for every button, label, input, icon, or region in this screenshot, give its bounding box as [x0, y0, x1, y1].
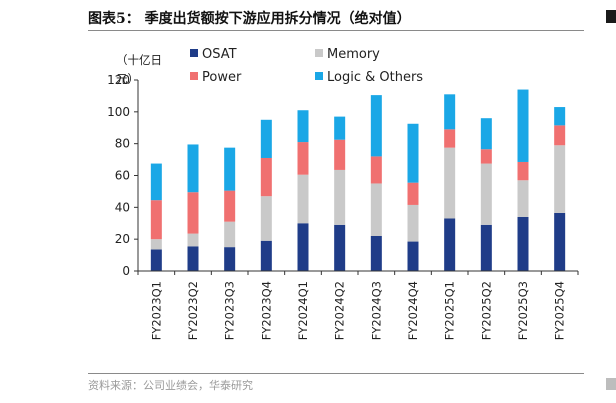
bar-segment-memory-fy2024q1 [297, 174, 309, 224]
bar-segment-logic-others-fy2025q1 [444, 94, 456, 130]
bar-segment-logic-others-fy2025q2 [480, 118, 492, 150]
bar-segment-osat-fy2023q2 [187, 246, 199, 271]
legend-swatch-memory [315, 49, 323, 57]
bar-segment-power-fy2023q1 [150, 200, 162, 240]
x-tick-label: FY2024Q1 [296, 281, 310, 340]
x-tick-label: FY2023Q4 [259, 281, 273, 340]
x-tick-label: FY2023Q3 [223, 281, 237, 340]
legend-swatch-logic-others [315, 72, 323, 80]
y-tick-label: 0 [122, 264, 130, 278]
x-tick-label: FY2024Q3 [369, 281, 383, 340]
legend-label-memory: Memory [327, 47, 380, 62]
source-note: 资料来源：公司业绩会，华泰研究 [88, 379, 253, 392]
bar-segment-power-fy2025q2 [480, 149, 492, 164]
y-tick-label: 20 [115, 232, 130, 246]
bar-segment-memory-fy2025q1 [444, 147, 456, 219]
bar-segment-logic-others-fy2024q3 [370, 95, 382, 157]
bars [150, 89, 566, 272]
bar-segment-power-fy2023q4 [260, 157, 272, 197]
x-tick-label: FY2024Q2 [333, 281, 347, 340]
bar-segment-logic-others-fy2024q1 [297, 110, 309, 143]
bar-segment-power-fy2024q4 [407, 182, 419, 205]
adjacent-figure-edge [606, 10, 616, 23]
bar-segment-osat-fy2024q4 [407, 241, 419, 271]
y-tick-label: 120 [107, 73, 130, 87]
y-unit-line: 元） [116, 72, 139, 86]
bar-segment-memory-fy2023q1 [150, 239, 162, 250]
y-tick-label: 40 [115, 200, 130, 214]
bar-segment-power-fy2024q1 [297, 142, 309, 175]
adjacent-footer-edge [606, 378, 616, 390]
y-tick-label: 60 [115, 169, 130, 183]
x-axis: FY2023Q1 FY2023Q2 FY2023Q3 FY2023Q4 FY2024Q1… [137, 270, 579, 340]
x-tick-label: FY2025Q4 [553, 281, 567, 340]
x-tick-label: FY2025Q1 [443, 281, 457, 340]
bar-segment-logic-others-fy2023q4 [260, 119, 272, 158]
bar-segment-logic-others-fy2023q3 [224, 147, 236, 191]
bar-segment-memory-fy2024q2 [334, 169, 346, 225]
bar-segment-osat-fy2024q1 [297, 223, 309, 271]
legend: OSAT Memory Power Logic & Others [190, 47, 423, 85]
x-tick-label: FY2025Q3 [516, 281, 530, 340]
y-axis: 0 20 40 60 80 100 120 [107, 73, 139, 278]
legend-label-logic-others: Logic & Others [327, 70, 423, 85]
bar-segment-logic-others-fy2024q4 [407, 123, 419, 183]
x-tick-label: FY2025Q2 [479, 281, 493, 340]
y-tick-label: 100 [107, 105, 130, 119]
bar-segment-power-fy2025q3 [517, 161, 529, 181]
bar-segment-osat-fy2023q4 [260, 240, 272, 271]
bar-segment-osat-fy2025q1 [444, 218, 456, 271]
bar-segment-osat-fy2023q1 [150, 249, 162, 271]
x-tick-label: FY2023Q1 [149, 281, 163, 340]
bar-segment-memory-fy2025q4 [554, 145, 566, 213]
bar-segment-power-fy2023q2 [187, 192, 199, 234]
bar-segment-osat-fy2024q2 [334, 224, 346, 271]
figure-title: 图表5： 季度出货额按下游应用拆分情况（绝对值） [88, 11, 411, 27]
bar-segment-osat-fy2023q3 [224, 247, 236, 272]
bar-segment-logic-others-fy2025q4 [554, 107, 566, 126]
bar-segment-power-fy2024q3 [370, 156, 382, 184]
footer-rule [88, 373, 584, 374]
bar-segment-osat-fy2025q4 [554, 212, 566, 271]
bar-segment-memory-fy2023q4 [260, 196, 272, 241]
x-tick-label: FY2023Q2 [186, 281, 200, 340]
bar-segment-logic-others-fy2025q3 [517, 89, 529, 162]
bar-segment-power-fy2025q1 [444, 129, 456, 148]
y-tick-label: 80 [115, 137, 130, 151]
y-unit-line: （十亿日 [116, 53, 162, 67]
title-rule [88, 30, 584, 31]
bar-segment-memory-fy2024q4 [407, 204, 419, 242]
bar-segment-memory-fy2025q2 [480, 163, 492, 225]
bar-segment-memory-fy2025q3 [517, 180, 529, 217]
bar-segment-power-fy2025q4 [554, 125, 566, 146]
bar-segment-memory-fy2024q3 [370, 183, 382, 236]
bar-segment-osat-fy2025q2 [480, 224, 492, 271]
bar-segment-logic-others-fy2024q2 [334, 116, 346, 140]
legend-swatch-power [190, 72, 198, 80]
legend-label-power: Power [202, 70, 242, 85]
bar-segment-power-fy2023q3 [224, 190, 236, 222]
bar-segment-memory-fy2023q3 [224, 221, 236, 248]
bar-segment-osat-fy2024q3 [370, 235, 382, 271]
bar-segment-power-fy2024q2 [334, 139, 346, 170]
bar-segment-memory-fy2023q2 [187, 233, 199, 247]
bar-segment-logic-others-fy2023q2 [187, 144, 199, 193]
x-tick-label: FY2024Q4 [406, 281, 420, 340]
bar-segment-logic-others-fy2023q1 [150, 163, 162, 201]
legend-swatch-osat [190, 49, 198, 57]
legend-label-osat: OSAT [202, 47, 237, 62]
bar-segment-osat-fy2025q3 [517, 216, 529, 271]
